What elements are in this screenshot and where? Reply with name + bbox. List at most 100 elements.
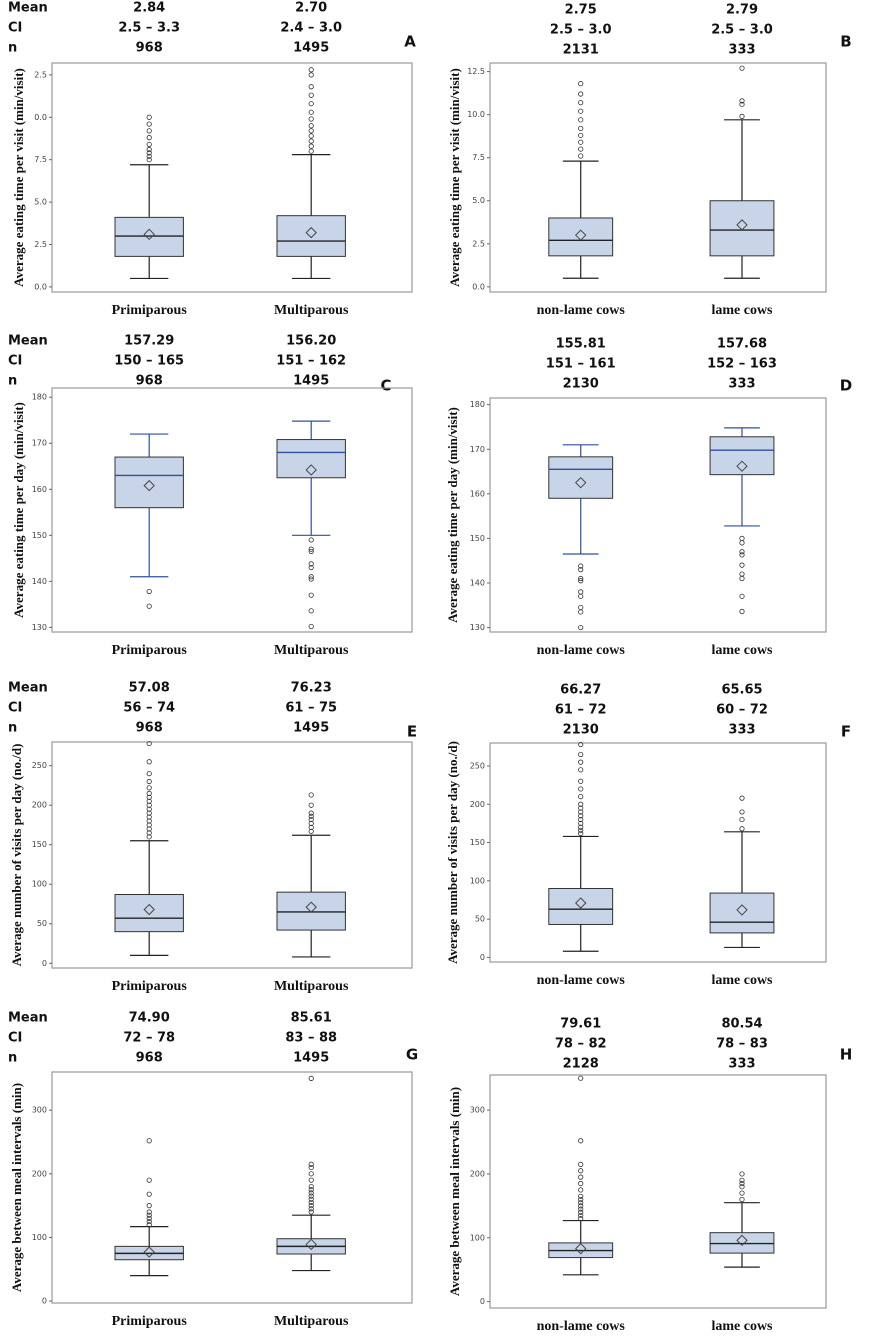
- outlier: [578, 741, 584, 748]
- stat-value: 1495: [293, 374, 329, 389]
- stat-value: 79.61: [560, 1017, 601, 1032]
- panel-letter: A: [404, 33, 416, 51]
- y-tick-label: 100: [470, 1233, 485, 1242]
- stat-value: 56 – 74: [123, 701, 175, 716]
- stat-label: n: [8, 41, 17, 56]
- y-tick-label: 160: [470, 489, 485, 498]
- outlier: [739, 809, 745, 815]
- mean-marker: [143, 228, 155, 241]
- panel-letter: D: [840, 377, 852, 395]
- outlier: [739, 593, 745, 599]
- outlier: [308, 1209, 314, 1215]
- outlier: [578, 820, 584, 827]
- outlier: [308, 537, 314, 543]
- outlier: [739, 1190, 745, 1196]
- y-tick-label: 12.5: [467, 67, 485, 76]
- x-tick-label: non-lame cows: [537, 643, 626, 658]
- outlier: [739, 1180, 745, 1187]
- outlier: [146, 128, 152, 134]
- outlier: [308, 1206, 314, 1212]
- outlier: [308, 1196, 314, 1202]
- outlier: [146, 826, 152, 832]
- plot-frame: [51, 387, 413, 633]
- outlier: [578, 816, 584, 823]
- y-tick-label: 5.0: [34, 198, 47, 207]
- outlier: [146, 1191, 152, 1197]
- y-tick-label: 2.5: [34, 240, 47, 249]
- outlier: [578, 563, 584, 569]
- stat-value: 60 – 72: [716, 703, 768, 718]
- outlier: [146, 785, 152, 791]
- stat-label: n: [8, 1051, 17, 1066]
- outlier: [578, 91, 584, 97]
- mean-marker: [736, 1234, 748, 1247]
- mean-marker: [575, 229, 587, 241]
- outlier: [308, 1199, 314, 1206]
- outlier: [578, 759, 584, 765]
- outlier: [146, 778, 152, 785]
- y-axis-label: Average eating time per visit (min/visit…: [11, 68, 26, 287]
- y-axis-label: Average eating time per day (min/visit): [11, 402, 26, 618]
- y-tick-label: 150: [32, 840, 47, 849]
- outlier: [578, 81, 584, 87]
- outlier: [146, 1215, 152, 1221]
- outlier: [578, 1174, 584, 1180]
- outlier: [308, 574, 314, 580]
- mean-marker: [143, 479, 155, 492]
- y-tick-label: 250: [32, 761, 47, 770]
- stat-label: n: [8, 721, 17, 736]
- stat-label: Mean: [8, 1011, 48, 1026]
- mean-marker: [305, 226, 317, 239]
- outlier: [739, 540, 745, 546]
- y-tick-label: 100: [32, 1233, 47, 1242]
- x-tick-label: non-lame cows: [537, 303, 626, 318]
- stat-value: 157.68: [717, 337, 767, 352]
- outlier: [146, 798, 152, 804]
- y-tick-label: 0.0: [34, 113, 47, 122]
- stat-label: CI: [8, 21, 22, 36]
- outlier: [146, 146, 152, 153]
- outlier: [578, 609, 584, 615]
- y-tick-label: 150: [32, 531, 47, 540]
- plot-frame: [489, 397, 827, 633]
- outlier: [578, 578, 584, 584]
- outlier: [146, 141, 152, 148]
- y-tick-label: 180: [32, 393, 47, 402]
- outlier: [739, 571, 745, 577]
- outlier: [578, 593, 584, 599]
- y-tick-label: 50: [37, 919, 47, 928]
- outlier: [146, 818, 152, 824]
- outlier: [308, 1183, 314, 1190]
- outlier: [146, 790, 152, 796]
- x-tick-label: lame cows: [711, 303, 773, 318]
- outlier: [146, 794, 152, 800]
- stat-value: 157.29: [124, 334, 174, 349]
- outlier: [146, 157, 152, 163]
- stat-value: 66.27: [560, 683, 601, 698]
- plot-frame: [489, 1074, 827, 1309]
- stat-value: 85.61: [291, 1011, 332, 1026]
- outlier: [146, 822, 152, 828]
- stat-value: 2.70: [295, 1, 327, 16]
- stat-label: Mean: [8, 681, 48, 696]
- outlier: [308, 564, 314, 571]
- stat-value: 2128: [563, 1057, 599, 1072]
- outlier: [739, 552, 745, 558]
- outlier: [146, 1212, 152, 1218]
- y-tick-label: 10.0: [467, 110, 485, 119]
- outlier: [578, 1209, 584, 1215]
- y-tick-label: 100: [32, 880, 47, 889]
- outlier: [578, 805, 584, 811]
- outlier: [739, 101, 745, 107]
- box: [276, 439, 346, 479]
- outlier: [739, 608, 745, 615]
- outlier: [308, 1161, 314, 1167]
- outlier: [308, 148, 314, 154]
- mean-marker: [305, 901, 317, 913]
- x-tick-label: Multiparous: [274, 979, 349, 994]
- stat-label: Mean: [8, 334, 48, 349]
- outlier: [146, 150, 152, 156]
- y-tick-label: 0.0: [34, 282, 47, 291]
- outlier: [146, 121, 152, 127]
- stat-value: 80.54: [721, 1017, 762, 1032]
